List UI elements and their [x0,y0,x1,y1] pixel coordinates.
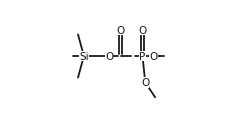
Text: O: O [105,52,113,61]
Text: O: O [116,26,124,36]
Text: O: O [138,26,146,36]
Text: P: P [139,52,145,61]
Text: O: O [150,52,158,61]
Text: Si: Si [79,52,89,61]
Text: O: O [141,78,150,88]
